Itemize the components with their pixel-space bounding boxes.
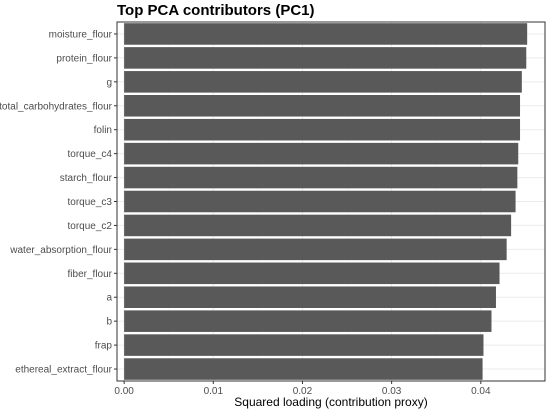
bar — [124, 23, 528, 45]
bar — [124, 118, 521, 141]
bar — [124, 94, 521, 117]
x-tick-label: 0.01 — [204, 386, 224, 397]
x-tick-label: 0.04 — [471, 386, 491, 397]
bar — [124, 262, 500, 285]
y-tick-label: g — [106, 77, 112, 88]
y-tick-label: b — [106, 317, 112, 328]
y-tick-label: ethereal_extract_flour — [15, 365, 112, 376]
y-tick-label: torque_c4 — [68, 149, 113, 160]
chart-title: Top PCA contributors (PC1) — [117, 2, 315, 19]
y-tick-label: total_carbohydrates_flour — [0, 101, 113, 112]
x-tick-label: 0.02 — [293, 386, 313, 397]
x-axis-label: Squared loading (contribution proxy) — [234, 395, 427, 409]
x-tick-label: 0.00 — [114, 386, 134, 397]
y-tick-label: moisture_flour — [49, 29, 113, 40]
bar — [124, 358, 483, 380]
bar — [124, 286, 496, 309]
x-tick-label: 0.03 — [382, 386, 402, 397]
y-tick-label: protein_flour — [56, 53, 112, 64]
bar — [124, 238, 507, 261]
y-tick-label: a — [106, 293, 112, 304]
y-tick-label: water_absorption_flour — [9, 245, 112, 256]
bar — [124, 142, 519, 165]
y-tick-label: torque_c3 — [68, 197, 113, 208]
y-tick-label: torque_c2 — [68, 221, 113, 232]
y-tick-label: fiber_flour — [68, 269, 113, 280]
y-tick-label: folin — [94, 125, 112, 136]
y-tick-label: frap — [95, 341, 113, 352]
y-tick-label: starch_flour — [60, 173, 113, 184]
bar — [124, 190, 516, 213]
bar — [124, 166, 518, 189]
x-axis-ticks: 0.00 0.01 0.02 0.03 0.04 — [114, 381, 491, 397]
bar — [124, 334, 484, 356]
bar — [124, 214, 512, 237]
bar — [124, 47, 527, 69]
bars — [124, 23, 528, 380]
bar — [124, 71, 522, 93]
bar — [124, 310, 492, 332]
